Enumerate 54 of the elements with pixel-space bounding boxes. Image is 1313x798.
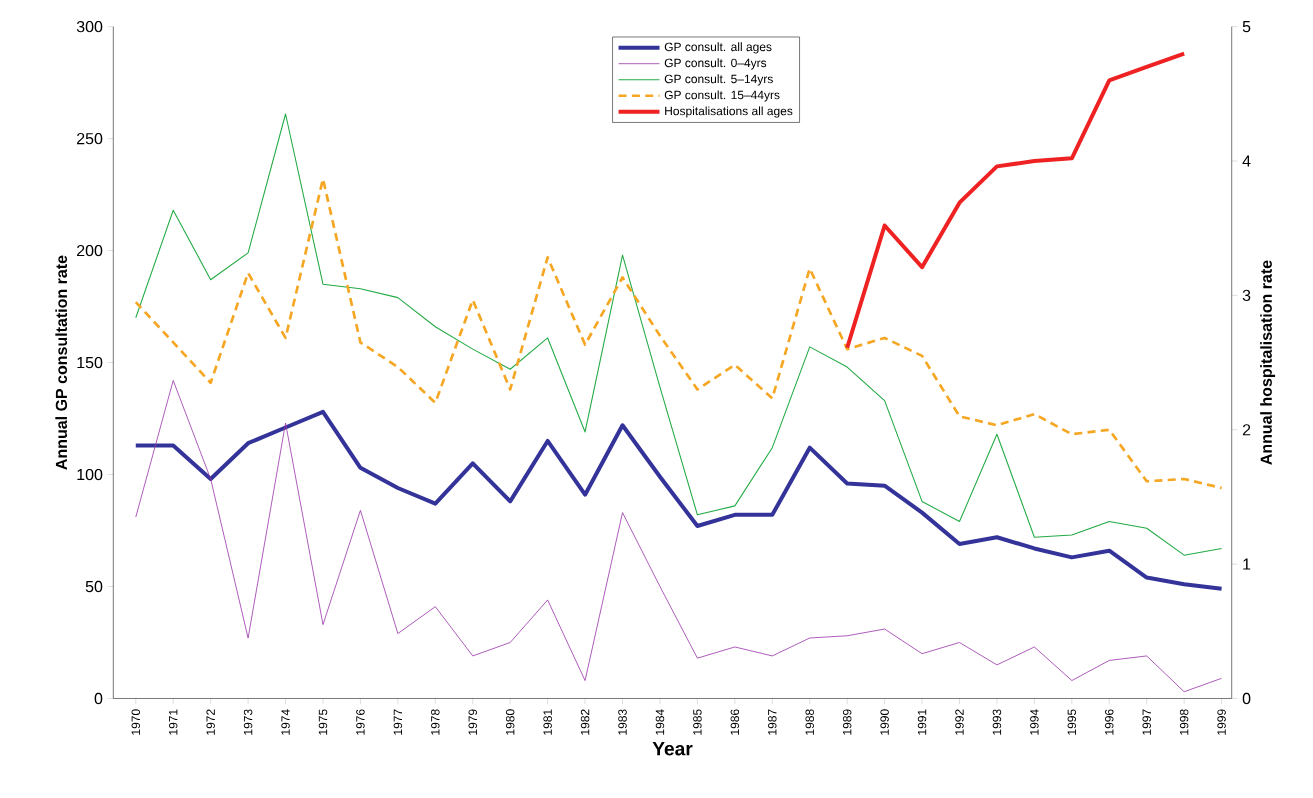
y2-tick-label: 0 bbox=[1242, 692, 1251, 704]
y-tick-label: 300 bbox=[76, 20, 103, 33]
x-tick-label: 1990 bbox=[880, 709, 889, 735]
x-tick-label: 1970 bbox=[131, 709, 141, 735]
x-tick-label: 1987 bbox=[768, 709, 777, 735]
line-series bbox=[845, 51, 1187, 350]
x-tick-label: 1978 bbox=[431, 709, 440, 735]
x-tick-label: 1971 bbox=[168, 709, 178, 735]
y-tick-label: 250 bbox=[77, 132, 103, 145]
y-tick-label: 50 bbox=[85, 580, 103, 592]
x-tick-label: 1995 bbox=[1067, 709, 1077, 735]
x-tick-label: 1977 bbox=[393, 709, 403, 735]
y2-tick-label: 4 bbox=[1242, 155, 1251, 167]
line-series bbox=[135, 379, 1222, 692]
y-tick-label: 0 bbox=[94, 692, 103, 704]
x-tick-label: 1985 bbox=[693, 709, 702, 735]
x-tick-label: 1996 bbox=[1105, 709, 1114, 735]
x-tick-label: 1972 bbox=[206, 709, 215, 735]
x-tick-label: 1988 bbox=[805, 709, 814, 735]
legend-label: GP consult. 0–4yrs bbox=[664, 58, 767, 70]
x-tick-label: 1983 bbox=[618, 709, 627, 735]
x-tick-label: 1982 bbox=[580, 709, 590, 735]
y-tick-label: 150 bbox=[77, 356, 103, 368]
x-tick-label: 1989 bbox=[842, 709, 852, 735]
x-tick-label: 1994 bbox=[1030, 709, 1039, 735]
line-series bbox=[133, 409, 1224, 591]
x-tick-label: 1992 bbox=[955, 709, 964, 735]
x-tick-label: 1984 bbox=[655, 709, 665, 735]
y-tick-label: 100 bbox=[77, 468, 103, 480]
x-tick-label: 1991 bbox=[917, 709, 927, 735]
x-tick-label: 1981 bbox=[543, 709, 552, 735]
y2-tick-label: 1 bbox=[1243, 558, 1251, 570]
x-tick-label: 1979 bbox=[468, 709, 478, 735]
legend-label: Hospitalisations all ages bbox=[665, 106, 793, 118]
x-tick-label: 1997 bbox=[1142, 709, 1151, 735]
y-tick-label: 200 bbox=[77, 244, 103, 257]
y2-tick-label: 2 bbox=[1242, 423, 1251, 436]
legend-label: GP consult. all ages bbox=[664, 42, 772, 54]
x-tick-label: 1980 bbox=[505, 709, 515, 735]
legend-label: GP consult. 5–14yrs bbox=[664, 74, 773, 86]
y2-tick-label: 3 bbox=[1242, 289, 1251, 301]
x-tick-label: 1998 bbox=[1179, 709, 1189, 735]
x-axis-title: Year bbox=[652, 741, 693, 756]
legend-label: GP consult. 15–44yrs bbox=[664, 90, 780, 102]
x-tick-label: 1976 bbox=[356, 709, 365, 735]
x-tick-label: 1975 bbox=[318, 709, 328, 735]
x-tick-label: 1999 bbox=[1217, 709, 1226, 735]
x-tick-label: 1993 bbox=[992, 709, 1002, 735]
x-tick-label: 1973 bbox=[243, 709, 253, 735]
y-axis-title: Annual GP consultation rate bbox=[55, 255, 68, 470]
x-tick-label: 1986 bbox=[730, 709, 740, 735]
x-tick-label: 1974 bbox=[281, 709, 290, 735]
y2-tick-label: 5 bbox=[1242, 20, 1251, 32]
y2-axis-title: Annual hospitalisation rate bbox=[1260, 260, 1276, 465]
